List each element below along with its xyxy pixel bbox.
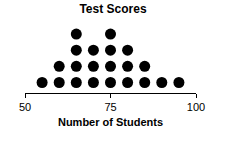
svg-text:50: 50 [19, 101, 31, 113]
svg-text:100: 100 [187, 101, 205, 113]
svg-text:75: 75 [104, 101, 116, 113]
svg-text:Number of Students: Number of Students [58, 116, 163, 128]
svg-text:Test Scores: Test Scores [79, 2, 146, 16]
